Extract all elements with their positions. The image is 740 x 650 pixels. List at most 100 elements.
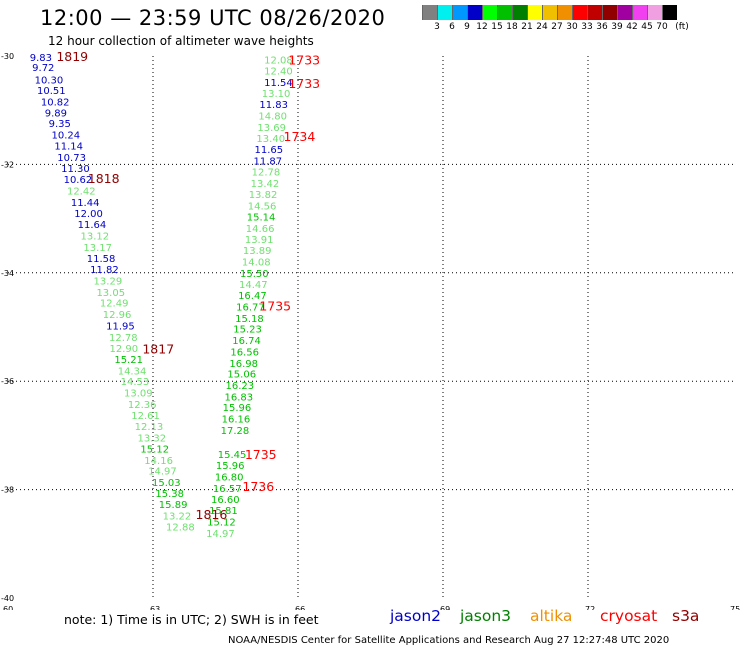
y-tick-label: -38 xyxy=(1,486,14,495)
wave-height-value: 16.74 xyxy=(232,336,261,347)
legend-swatch xyxy=(647,5,662,20)
wave-height-value: 15.21 xyxy=(114,355,143,366)
wave-height-value: 12.08 xyxy=(264,55,293,66)
wave-height-value: 15.45 xyxy=(218,450,247,461)
legend-label: 42 xyxy=(626,22,638,32)
wave-height-value: 16.60 xyxy=(211,495,240,506)
satellite-cryosat: cryosat xyxy=(600,607,658,625)
wave-height-value: 12.78 xyxy=(109,333,138,344)
wave-height-value: 14.80 xyxy=(258,112,287,123)
legend-swatch xyxy=(467,5,482,20)
units-note: note: 1) Time is in UTC; 2) SWH is in fe… xyxy=(64,612,319,627)
wave-height-value: 13.40 xyxy=(256,134,285,145)
satellite-jason2: jason2 xyxy=(390,607,442,625)
color-legend-bar xyxy=(422,5,677,20)
wave-height-value: 14.16 xyxy=(144,456,173,467)
wave-height-value: 10.62 xyxy=(64,175,93,186)
time-label: 1736 xyxy=(242,479,274,494)
satellite-s3a: s3a xyxy=(672,607,700,625)
wave-height-value: 15.96 xyxy=(223,403,252,414)
time-label: 1818 xyxy=(88,171,120,186)
wave-height-value: 13.42 xyxy=(251,179,280,190)
legend-swatch xyxy=(557,5,572,20)
wave-height-value: 15.12 xyxy=(140,444,169,455)
wave-height-value: 12.88 xyxy=(166,522,195,533)
legend-swatch xyxy=(587,5,602,20)
legend-label: 9 xyxy=(464,22,470,32)
time-label: 1735 xyxy=(259,298,291,313)
wave-height-value: 14.34 xyxy=(118,366,147,377)
wave-height-value: 16.80 xyxy=(215,473,244,484)
wave-height-value: 15.03 xyxy=(152,478,181,489)
wave-height-value: 14.53 xyxy=(121,377,150,388)
wave-height-value: 11.82 xyxy=(90,265,119,276)
wave-height-value: 15.38 xyxy=(155,489,184,500)
legend-label: 24 xyxy=(536,22,548,32)
wave-height-value: 12.40 xyxy=(264,67,293,78)
legend-label: 3 xyxy=(434,22,440,32)
wave-height-value: 14.08 xyxy=(242,257,271,268)
wave-height-value: 17.28 xyxy=(221,426,250,437)
time-label: 1735 xyxy=(245,447,277,462)
wave-height-value: 16.57 xyxy=(213,484,242,495)
color-legend-labels: 3 6 9 12 15 18 21 24 27 30 33 36 39 42 45 70 (ft) xyxy=(422,22,740,34)
wave-height-value: 11.54 xyxy=(264,78,293,89)
wave-height-value: 12.13 xyxy=(135,422,164,433)
wave-height-value: 12.36 xyxy=(128,400,157,411)
wave-height-value: 13.89 xyxy=(243,246,272,257)
time-label: 1733 xyxy=(288,76,320,91)
satellite-altika: altika xyxy=(530,607,573,625)
time-label: 1819 xyxy=(56,49,88,64)
time-label: 1816 xyxy=(196,507,228,522)
legend-swatch xyxy=(662,5,677,20)
wave-height-value: 9.72 xyxy=(32,63,54,74)
wave-height-value: 14.97 xyxy=(206,529,235,540)
legend-label: 36 xyxy=(596,22,608,32)
y-tick-label: -30 xyxy=(1,52,14,61)
wave-height-value: 11.30 xyxy=(61,164,90,175)
map-title: 12:00 — 23:59 UTC 08/26/2020 xyxy=(40,6,386,30)
wave-height-value: 15.14 xyxy=(247,212,276,223)
wave-height-value: 12.42 xyxy=(67,186,96,197)
x-tick-label: 63 xyxy=(150,605,160,610)
wave-height-value: 15.23 xyxy=(233,325,262,336)
wave-height-value: 11.14 xyxy=(54,141,83,152)
wave-height-value: 16.83 xyxy=(225,392,254,403)
wave-height-value: 10.51 xyxy=(37,86,66,97)
legend-swatch xyxy=(512,5,527,20)
wave-height-value: 13.22 xyxy=(163,512,192,523)
y-tick-label: -40 xyxy=(1,594,14,603)
legend-label: (ft) xyxy=(675,22,689,32)
time-label: 1817 xyxy=(142,342,174,357)
wave-height-value: 15.06 xyxy=(227,370,256,381)
x-tick-label: 75 xyxy=(730,605,740,610)
legend-swatch xyxy=(422,5,437,20)
wave-height-value: 16.16 xyxy=(222,415,251,426)
legend-swatch xyxy=(452,5,467,20)
legend-swatch xyxy=(542,5,557,20)
wave-height-value: 12.90 xyxy=(110,344,139,355)
wave-height-value: 11.65 xyxy=(255,145,284,156)
wave-height-value: 11.44 xyxy=(71,198,100,209)
wave-height-value: 12.49 xyxy=(100,299,129,310)
time-label: 1734 xyxy=(284,129,316,144)
wave-height-value: 15.18 xyxy=(235,314,264,325)
wave-height-value: 9.83 xyxy=(30,53,52,64)
legend-swatch xyxy=(437,5,452,20)
wave-height-value: 10.30 xyxy=(35,75,64,86)
wave-height-value: 15.50 xyxy=(240,269,269,280)
wave-height-value: 15.81 xyxy=(209,506,238,517)
x-tick-label: 66 xyxy=(295,605,305,610)
x-tick-label: 60 xyxy=(3,605,13,610)
wave-height-value: 13.12 xyxy=(81,231,110,242)
x-tick-label: 69 xyxy=(440,605,450,610)
wave-height-value: 13.29 xyxy=(94,276,123,287)
legend-swatch xyxy=(482,5,497,20)
legend-swatch xyxy=(632,5,647,20)
satellite-jason3: jason3 xyxy=(460,607,512,625)
legend-swatch xyxy=(572,5,587,20)
wave-height-value: 16.77 xyxy=(236,302,265,313)
wave-height-value: 11.58 xyxy=(87,254,116,265)
wave-height-value: 15.12 xyxy=(207,518,236,529)
legend-label: 12 xyxy=(476,22,488,32)
